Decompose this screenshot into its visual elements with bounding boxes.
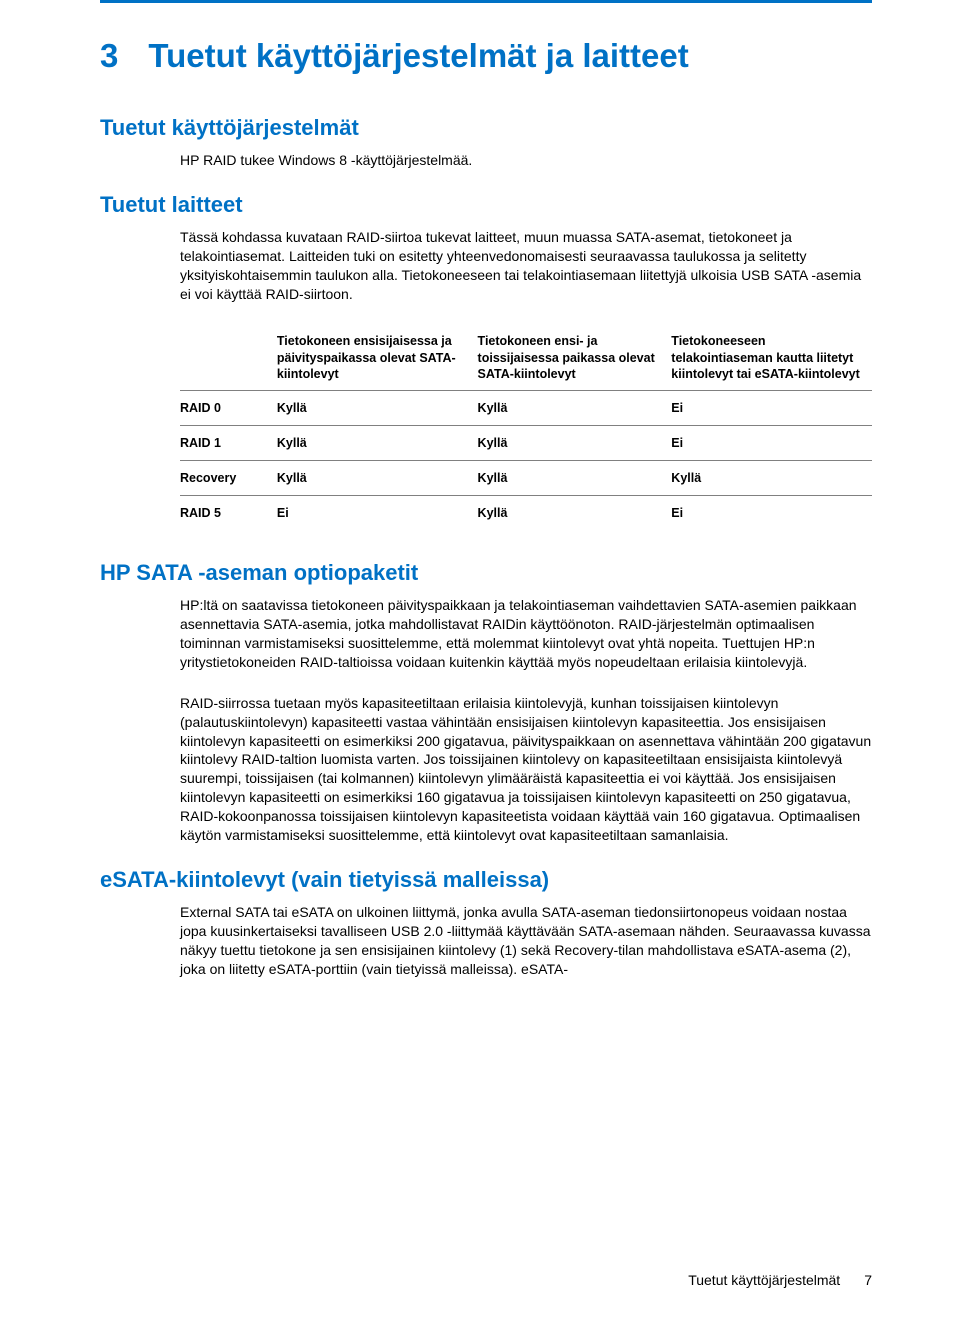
section-devices-heading: Tuetut laitteet: [100, 192, 872, 218]
cell: Kyllä: [478, 496, 672, 531]
section-os: Tuetut käyttöjärjestelmät HP RAID tukee …: [100, 115, 872, 170]
section-devices: Tuetut laitteet Tässä kohdassa kuvataan …: [100, 192, 872, 304]
table-header-row: Tietokoneen ensisijaisessa ja päivityspa…: [180, 325, 872, 390]
table-row: Recovery Kyllä Kyllä Kyllä: [180, 461, 872, 496]
cell: Kyllä: [277, 391, 478, 426]
cell: Kyllä: [478, 426, 672, 461]
section-optio-p1: HP:ltä on saatavissa tietokoneen päivity…: [180, 596, 872, 672]
section-esata-heading: eSATA-kiintolevyt (vain tietyissä mallei…: [100, 867, 872, 893]
cell: RAID 0: [180, 391, 277, 426]
section-devices-body: Tässä kohdassa kuvataan RAID-siirtoa tuk…: [180, 228, 872, 304]
cell: Ei: [277, 496, 478, 531]
section-optio-heading: HP SATA -aseman optiopaketit: [100, 560, 872, 586]
cell: Ei: [671, 496, 872, 531]
cell: Kyllä: [277, 461, 478, 496]
section-esata-body: External SATA tai eSATA on ulkoinen liit…: [180, 903, 872, 979]
th-secondary-bay: Tietokoneen ensi- ja toissijaisessa paik…: [478, 325, 672, 390]
chapter-text: Tuetut käyttöjärjestelmät ja laitteet: [148, 37, 688, 74]
footer-label: Tuetut käyttöjärjestelmät: [688, 1272, 840, 1288]
section-os-heading: Tuetut käyttöjärjestelmät: [100, 115, 872, 141]
page-footer: Tuetut käyttöjärjestelmät 7: [688, 1272, 872, 1288]
cell: Kyllä: [478, 461, 672, 496]
th-blank: [180, 325, 277, 390]
table-row: RAID 1 Kyllä Kyllä Ei: [180, 426, 872, 461]
section-os-body: HP RAID tukee Windows 8 -käyttöjärjestel…: [180, 151, 872, 170]
table-row: RAID 5 Ei Kyllä Ei: [180, 496, 872, 531]
cell: RAID 5: [180, 496, 277, 531]
top-rule: [100, 0, 872, 3]
cell: Kyllä: [277, 426, 478, 461]
table-row: RAID 0 Kyllä Kyllä Ei: [180, 391, 872, 426]
raid-support-table: Tietokoneen ensisijaisessa ja päivityspa…: [180, 325, 872, 530]
section-optio-p2: RAID-siirrossa tuetaan myös kapasiteetil…: [180, 694, 872, 845]
section-esata: eSATA-kiintolevyt (vain tietyissä mallei…: [100, 867, 872, 979]
cell: Ei: [671, 426, 872, 461]
chapter-number: 3: [100, 37, 118, 75]
cell: Recovery: [180, 461, 277, 496]
th-docking: Tietokoneeseen telakointiaseman kautta l…: [671, 325, 872, 390]
chapter-title: 3 Tuetut käyttöjärjestelmät ja laitteet: [100, 37, 872, 75]
th-primary-bay: Tietokoneen ensisijaisessa ja päivityspa…: [277, 325, 478, 390]
cell: RAID 1: [180, 426, 277, 461]
cell: Kyllä: [478, 391, 672, 426]
table-body: RAID 0 Kyllä Kyllä Ei RAID 1 Kyllä Kyllä…: [180, 391, 872, 531]
cell: Kyllä: [671, 461, 872, 496]
section-optio: HP SATA -aseman optiopaketit HP:ltä on s…: [100, 560, 872, 845]
cell: Ei: [671, 391, 872, 426]
footer-page: 7: [864, 1272, 872, 1288]
